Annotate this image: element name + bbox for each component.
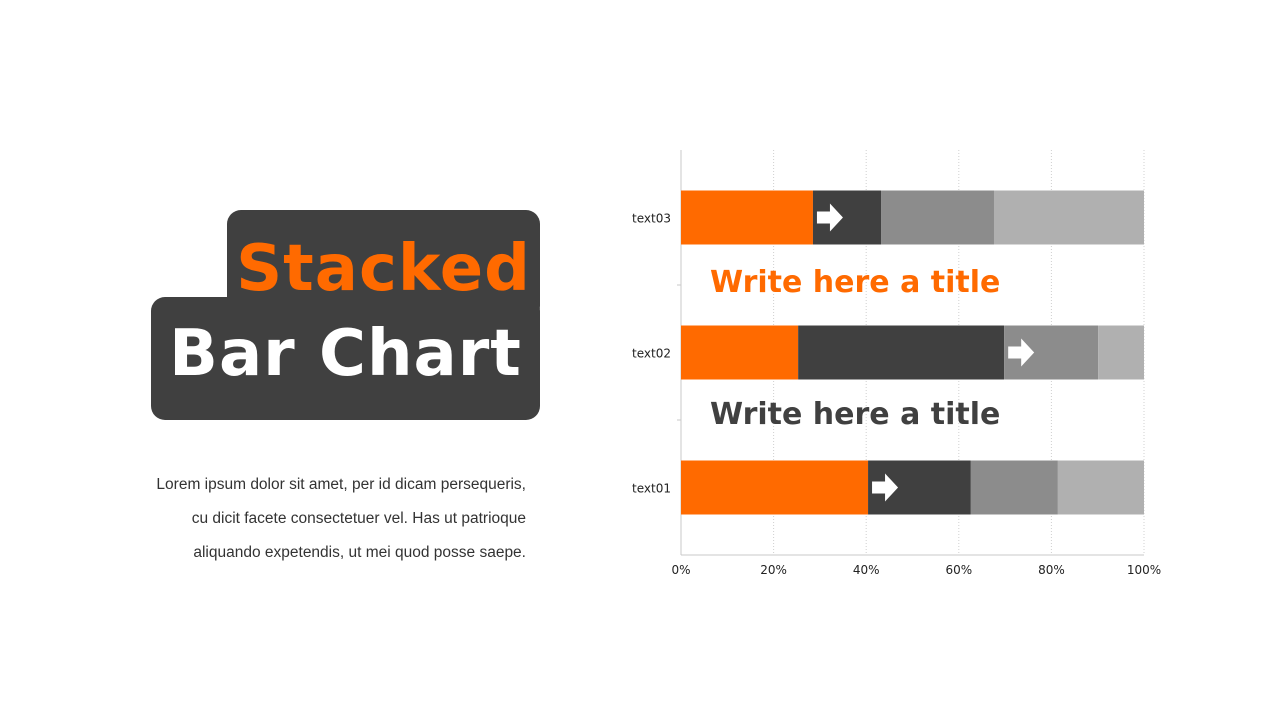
arrow-right-icon xyxy=(872,473,899,502)
paragraph-line: aliquando expetendis, ut mei quod posse … xyxy=(193,544,526,561)
x-tick-label: 60% xyxy=(945,563,972,577)
heading-line-1: Stacked xyxy=(236,232,531,306)
bar-segment xyxy=(1098,325,1144,380)
bar-segment xyxy=(970,460,1058,515)
paragraph-line: cu dicit facete consectetuer vel. Has ut… xyxy=(191,510,526,527)
y-category-label: text01 xyxy=(632,482,671,496)
y-category-label: text03 xyxy=(632,212,671,226)
chart-title-orange: Write here a title xyxy=(710,265,1001,300)
x-tick-label: 80% xyxy=(1038,563,1065,577)
bar-segment xyxy=(681,460,869,515)
x-tick-label: 0% xyxy=(671,563,690,577)
arrow-right-icon xyxy=(816,203,843,232)
body-paragraph: Lorem ipsum dolor sit amet, per id dicam… xyxy=(80,468,526,570)
bar-segment xyxy=(993,190,1144,245)
bar-segment xyxy=(1057,460,1144,515)
arrow-right-icon xyxy=(1008,338,1035,367)
bar-segment xyxy=(681,190,813,245)
x-tick-label: 20% xyxy=(760,563,787,577)
paragraph-line: Lorem ipsum dolor sit amet, per id dicam… xyxy=(156,476,526,493)
bar-segment xyxy=(881,190,994,245)
heading-box-bottom xyxy=(151,297,540,420)
heading-line-2: Bar Chart xyxy=(169,317,522,391)
y-category-label: text02 xyxy=(632,347,671,361)
bar-segment xyxy=(798,325,1005,380)
chart-title-dark: Write here a title xyxy=(710,397,1001,432)
x-tick-label: 100% xyxy=(1127,563,1161,577)
x-tick-label: 40% xyxy=(853,563,880,577)
bar-segment xyxy=(681,325,799,380)
